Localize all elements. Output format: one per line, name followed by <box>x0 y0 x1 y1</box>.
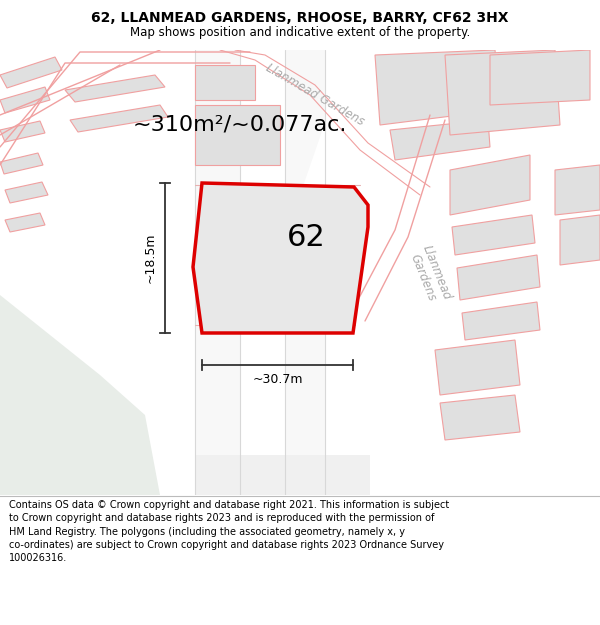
Polygon shape <box>440 395 520 440</box>
Text: Llanmead Gardens: Llanmead Gardens <box>263 61 367 129</box>
Polygon shape <box>445 50 560 135</box>
Polygon shape <box>390 120 490 160</box>
Text: ~30.7m: ~30.7m <box>252 373 303 386</box>
Polygon shape <box>452 215 535 255</box>
Polygon shape <box>0 295 160 495</box>
Polygon shape <box>450 155 530 215</box>
Text: 62, LLANMEAD GARDENS, RHOOSE, BARRY, CF62 3HX: 62, LLANMEAD GARDENS, RHOOSE, BARRY, CF6… <box>91 11 509 25</box>
Polygon shape <box>195 50 240 495</box>
Polygon shape <box>462 302 540 340</box>
Polygon shape <box>560 215 600 265</box>
Polygon shape <box>300 50 430 315</box>
Polygon shape <box>5 182 48 203</box>
Text: Map shows position and indicative extent of the property.: Map shows position and indicative extent… <box>130 26 470 39</box>
Polygon shape <box>193 183 368 333</box>
Polygon shape <box>490 50 590 105</box>
Polygon shape <box>457 255 540 300</box>
Polygon shape <box>285 50 325 495</box>
Polygon shape <box>70 105 168 132</box>
Polygon shape <box>195 105 280 165</box>
Polygon shape <box>555 165 600 215</box>
Text: ~18.5m: ~18.5m <box>144 232 157 283</box>
Polygon shape <box>65 75 165 102</box>
Text: ~310m²/~0.077ac.: ~310m²/~0.077ac. <box>133 115 347 135</box>
Text: 62: 62 <box>287 223 326 253</box>
Polygon shape <box>375 50 500 125</box>
Polygon shape <box>0 50 240 265</box>
Polygon shape <box>0 87 50 113</box>
Polygon shape <box>0 121 45 142</box>
Polygon shape <box>0 57 62 88</box>
Text: Llanmead
Gardens: Llanmead Gardens <box>406 243 454 307</box>
Polygon shape <box>5 213 45 232</box>
Text: Contains OS data © Crown copyright and database right 2021. This information is : Contains OS data © Crown copyright and d… <box>9 500 449 563</box>
Polygon shape <box>195 455 370 495</box>
Polygon shape <box>0 153 43 174</box>
Polygon shape <box>435 340 520 395</box>
Polygon shape <box>195 65 255 100</box>
